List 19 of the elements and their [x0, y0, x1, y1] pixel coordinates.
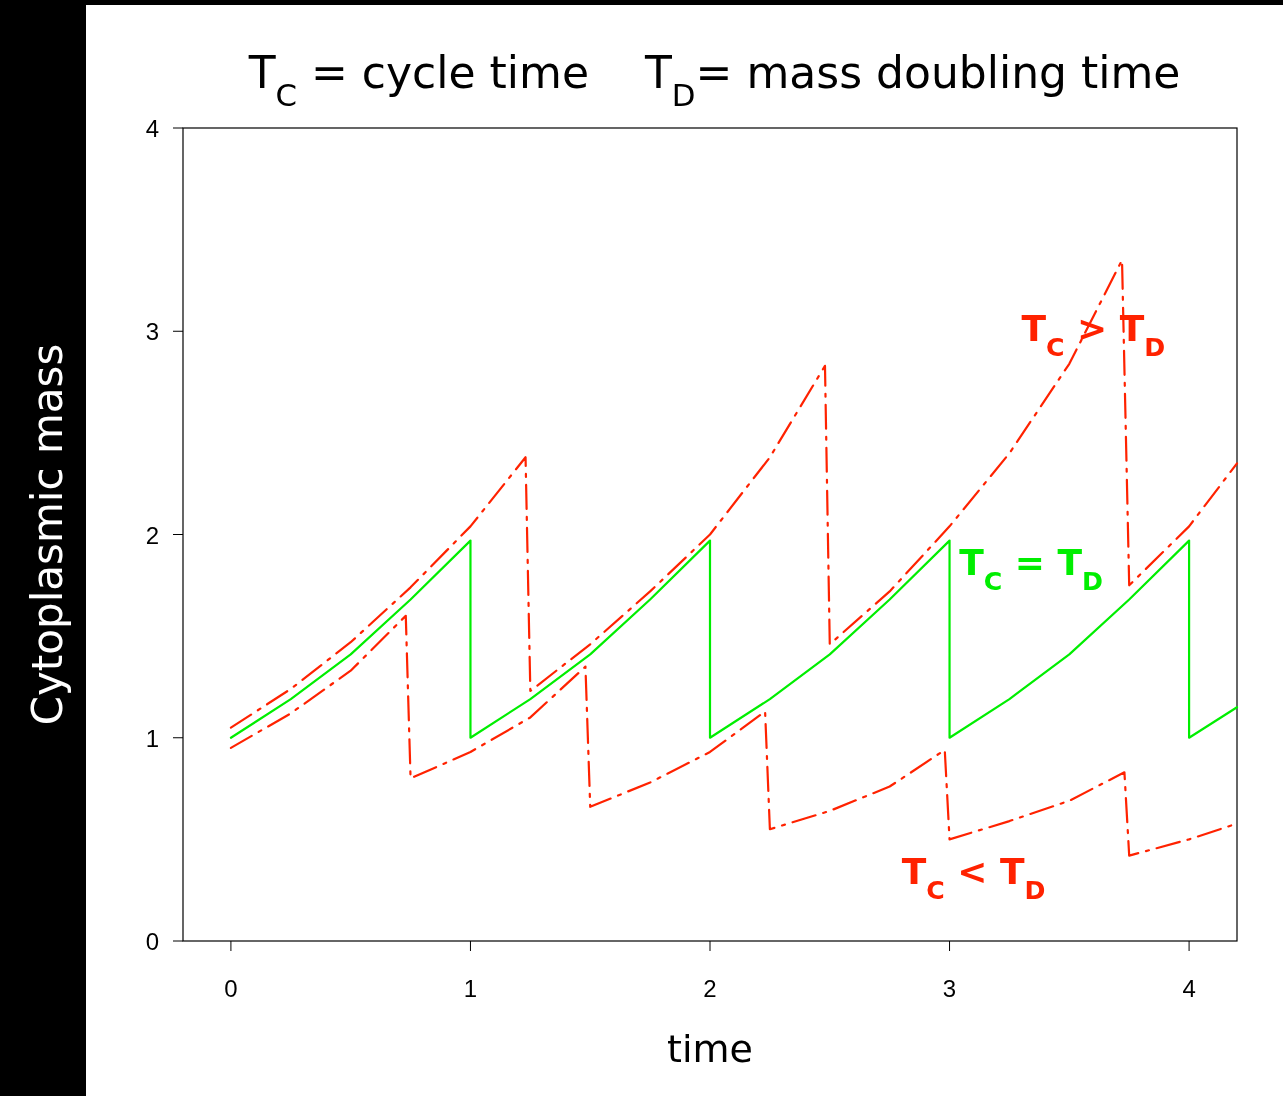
- y-tick-label: 0: [145, 928, 159, 955]
- x-axis-title: time: [667, 1027, 753, 1071]
- chart-title: T$_{C}$ = cycle time T$_{D}$= mass doubling time: [247, 47, 1181, 113]
- x-tick-label: 3: [942, 975, 957, 1002]
- y-tick-label: 3: [145, 318, 159, 346]
- x-tick-label: 1: [463, 975, 478, 1002]
- x-tick-label: 4: [1182, 975, 1196, 1002]
- x-tick-label: 2: [703, 975, 717, 1002]
- series-label: T$_{C}$ < T$_{D}$: [901, 851, 1046, 905]
- y-tick-label: 4: [145, 115, 159, 142]
- line-series: [229, 259, 1239, 729]
- y-tick-label: 2: [145, 521, 159, 549]
- x-tick-label: 0: [224, 975, 238, 1002]
- series-label: T$_{C}$ > T$_{D}$: [1021, 308, 1166, 362]
- y-tick-label: 1: [145, 724, 159, 752]
- line-series: [229, 614, 1234, 857]
- y-axis-title: Cytoplasmic mass: [23, 343, 72, 726]
- series-label: T$_{C}$ = T$_{D}$: [959, 542, 1103, 596]
- line-series: [229, 539, 1239, 739]
